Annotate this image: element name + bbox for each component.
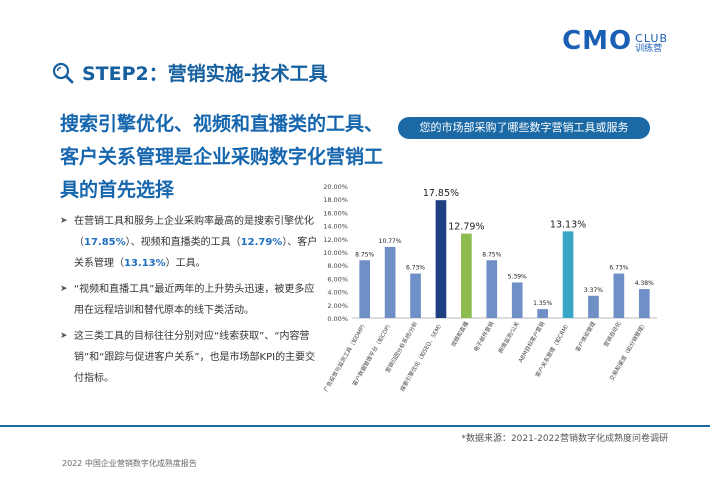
logo-side: CLUB 训练营: [635, 33, 668, 54]
bullet-arrow-icon: ➤: [60, 216, 68, 226]
search-icon: [52, 62, 74, 83]
y-tick-label: 18.00%: [323, 196, 348, 204]
cmo-club-logo: CMO CLUB 训练营: [562, 28, 668, 54]
x-tick-label: 搜索引擎优化（如SEO、SEM）: [398, 320, 445, 393]
bar: [461, 233, 472, 318]
y-tick-label: 6.00%: [327, 275, 348, 283]
bullet-arrow-icon: ➤: [60, 284, 68, 294]
x-tick-label: ABM目标客户营销: [516, 320, 546, 364]
bullet-item: ➤ 这三类工具的目标往往分别对应“线索获取”、“内容营销”和“跟踪与促进客户关系”…: [60, 326, 322, 389]
y-tick-label: 4.00%: [327, 289, 348, 297]
bullet-text-part: ）工具。: [165, 258, 206, 269]
bar: [359, 260, 371, 318]
data-label: 12.79%: [448, 222, 484, 233]
bullet-text-part: “视频和直播工具”最近两年的上升势头迅速，被更多应用在远程培训和替代原本的线下类…: [74, 284, 315, 316]
chart-header-pill: 您的市场部采购了哪些数字营销工具或服务: [398, 117, 650, 139]
data-label: 8.75%: [482, 251, 501, 258]
bar: [562, 231, 574, 318]
bar: [410, 273, 421, 318]
x-tick-label: 营销自动化: [602, 320, 623, 349]
bar: [537, 309, 548, 318]
y-tick-label: 12.00%: [323, 236, 348, 244]
bullet-arrow-icon: ➤: [60, 331, 68, 341]
data-label: 13.13%: [550, 219, 586, 230]
bullet-text: “视频和直播工具”最近两年的上升势头迅速，被更多应用在远程培训和替代原本的线下类…: [74, 279, 322, 321]
data-label: 4.38%: [635, 280, 654, 287]
data-label: 6.73%: [609, 265, 628, 272]
bar: [613, 273, 625, 318]
y-tick-label: 14.00%: [323, 223, 348, 231]
bar: [435, 200, 447, 318]
bullet-text-part: ）、客户关系管理（: [74, 237, 318, 269]
y-tick-label: 16.00%: [323, 209, 348, 217]
data-label: 17.85%: [423, 188, 459, 199]
data-label: 6.73%: [406, 265, 425, 272]
y-tick-label: 8.00%: [327, 262, 348, 270]
bar: [511, 282, 523, 318]
y-tick-label: 2.00%: [327, 302, 348, 310]
x-tick-label: 客户体验管理: [573, 320, 597, 353]
x-tick-label: 视频和直播: [449, 320, 470, 349]
data-label: 5.39%: [508, 273, 527, 280]
bullet-text-part: ）、视频和直播类的工具（: [125, 237, 241, 248]
bar: [638, 289, 650, 318]
x-tick-label: 广告投放与监测工具（如DMP）: [322, 320, 369, 393]
bar: [486, 260, 498, 318]
x-tick-label: 舆情监测/公关: [496, 320, 521, 355]
data-source: *数据来源：2021-2022营销数字化成熟度问卷调研: [461, 434, 668, 444]
data-label: 8.75%: [355, 251, 374, 258]
y-tick-label: 20.00%: [323, 183, 348, 191]
step-title: STEP2：营销实施-技术工具: [52, 59, 328, 86]
step-title-text: STEP2：营销实施-技术工具: [82, 63, 328, 85]
bullet-text-part: 在营销工具和服务上企业采购率最高的是搜索引擎优化（: [74, 216, 314, 248]
data-label: 10.77%: [379, 238, 402, 245]
highlight-value: 17.85%: [84, 237, 126, 248]
bar: [588, 295, 599, 318]
highlight-value: 13.13%: [124, 258, 166, 269]
data-label: 1.35%: [533, 300, 552, 307]
data-label: 3.37%: [584, 287, 603, 294]
bullet-item: ➤ 在营销工具和服务上企业采购率最高的是搜索引擎优化（17.85%）、视频和直播类…: [60, 211, 322, 274]
footer-title: 2022 中国企业营销数字化成熟度报告: [62, 459, 197, 468]
logo-sub: 训练营: [635, 43, 663, 54]
divider: [0, 425, 710, 427]
bullet-text: 在营销工具和服务上企业采购率最高的是搜索引擎优化（17.85%）、视频和直播类的…: [74, 211, 322, 274]
bullet-list: ➤ 在营销工具和服务上企业采购率最高的是搜索引擎优化（17.85%）、视频和直播类…: [60, 211, 322, 394]
bullet-item: ➤ “视频和直播工具”最近两年的上升势头迅速，被更多应用在远程培训和替代原本的线下…: [60, 279, 322, 321]
headline: 搜索引擎优化、视频和直播类的工具、客户关系管理是企业采购数字化营销工具的首先选择: [60, 113, 384, 201]
y-tick-label: 10.00%: [323, 249, 348, 257]
bar-chart: 0.00% 2.00% 4.00% 6.00% 8.00% 10.00% 12.00% 14.…: [322, 183, 657, 393]
bar: [384, 246, 396, 318]
y-tick-label: 0.00%: [327, 315, 348, 323]
x-tick-label: 电子邮件营销: [472, 320, 496, 353]
highlight-value: 12.79%: [240, 237, 283, 248]
logo-main: CMO: [562, 26, 633, 56]
bullet-text-part: 这三类工具的目标往往分别对应“线索获取”、“内容营销”和“跟踪与促进客户关系”，…: [74, 331, 316, 384]
bullet-text: 这三类工具的目标往往分别对应“线索获取”、“内容营销”和“跟踪与促进客户关系”，…: [74, 326, 322, 389]
logo-club: CLUB: [635, 32, 668, 46]
